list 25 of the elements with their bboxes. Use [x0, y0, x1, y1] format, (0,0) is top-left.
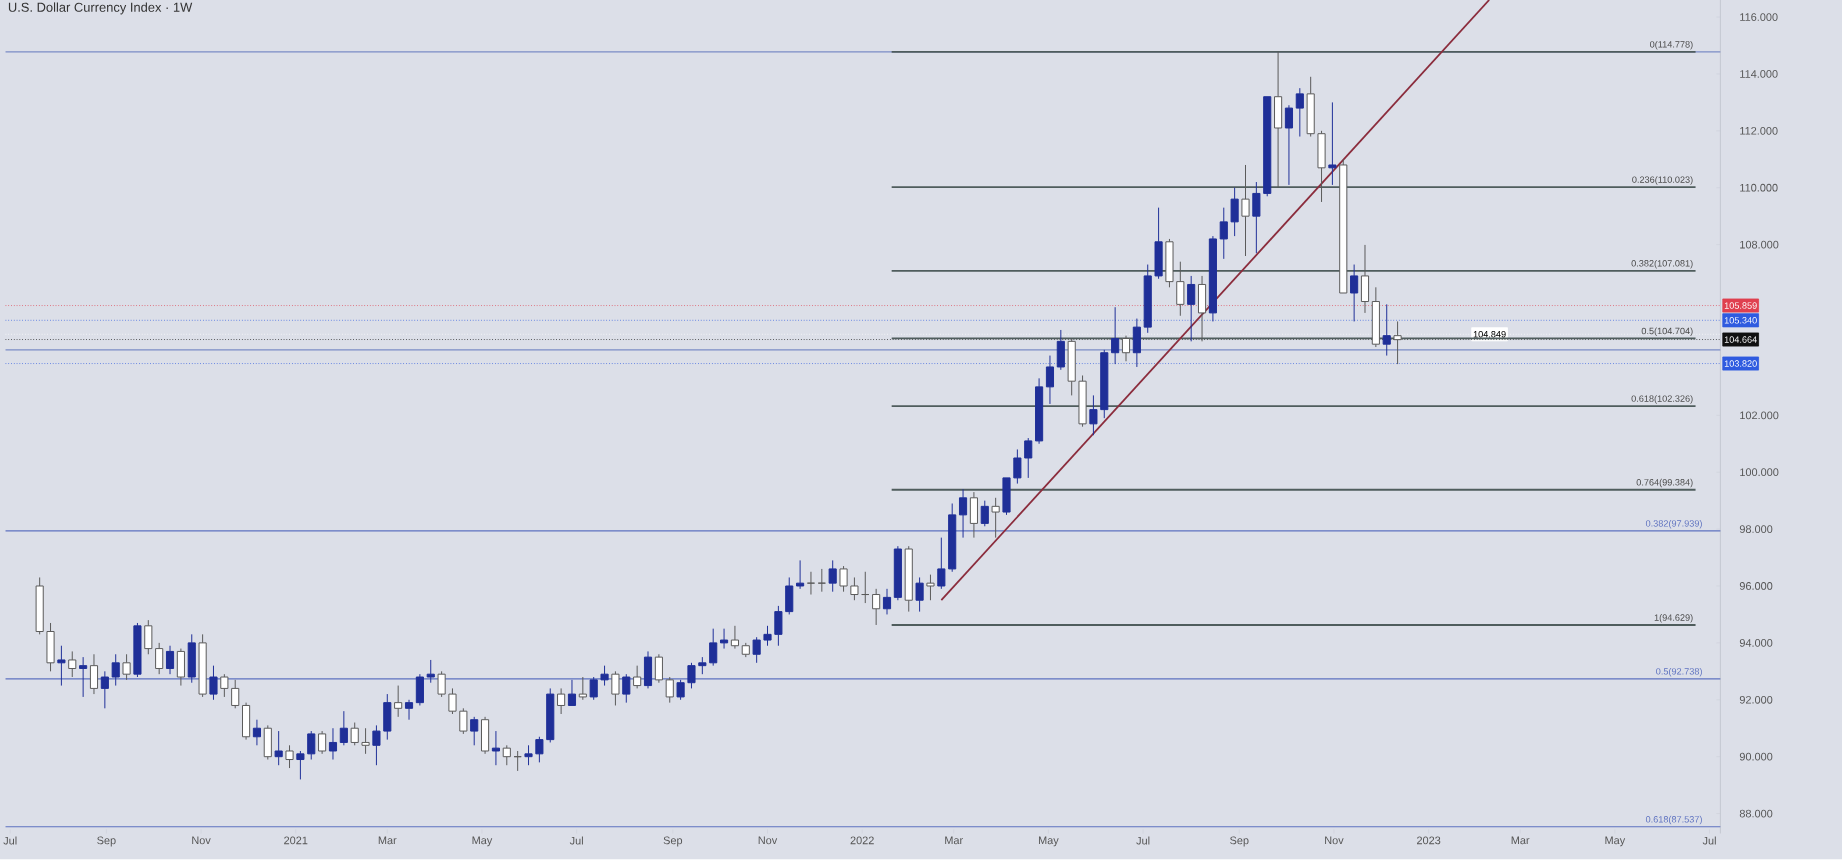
- candlestick: [176, 648, 185, 687]
- candlestick: [263, 725, 272, 761]
- candlestick: [57, 645, 66, 687]
- candlestick: [643, 651, 653, 690]
- candlestick: [991, 497, 1000, 539]
- candlestick: [915, 577, 924, 613]
- candlestick: [274, 730, 283, 766]
- candlestick: [926, 574, 935, 601]
- candlestick: [557, 688, 566, 715]
- candlestick: [68, 651, 77, 678]
- candlestick: [633, 665, 642, 690]
- candlestick: [1187, 275, 1196, 343]
- candlestick: [318, 730, 327, 755]
- candlestick: [1382, 304, 1391, 357]
- candlestick: [394, 685, 403, 718]
- candlestick: [89, 654, 99, 695]
- candlestick: [491, 730, 500, 766]
- candlestick: [480, 716, 490, 755]
- candlestick: [1328, 102, 1337, 186]
- candlestick: [611, 671, 620, 707]
- candlestick: [79, 656, 88, 698]
- candlestick: [828, 560, 837, 593]
- candlestick: [165, 645, 175, 675]
- candlestick: [1350, 264, 1359, 323]
- candlestick: [252, 719, 261, 747]
